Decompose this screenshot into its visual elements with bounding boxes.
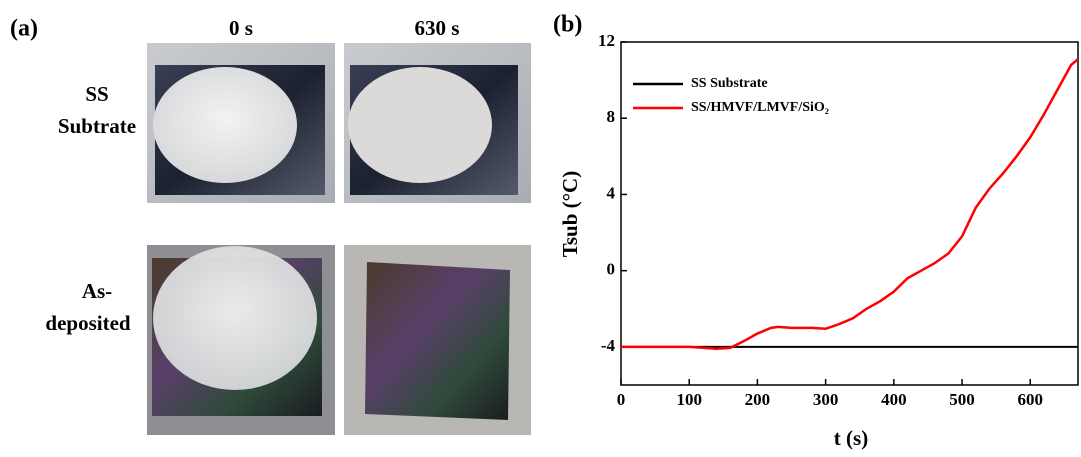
ice-drop	[153, 246, 317, 390]
legend-label: SS Substrate	[691, 76, 768, 91]
plate	[365, 262, 510, 420]
row-label: deposited	[45, 311, 131, 335]
panel-label: (a)	[10, 16, 38, 42]
row-label: SS	[85, 82, 108, 106]
figure: (a) 0 s 630 s SS Subtrate As- deposited …	[0, 0, 1081, 457]
column-label: 630 s	[415, 16, 460, 40]
x-tick-label: 500	[949, 390, 975, 409]
row-label: Subtrate	[58, 114, 136, 138]
row-label: As-	[82, 279, 112, 303]
column-label: 0 s	[229, 16, 253, 40]
panel-label: (b)	[553, 12, 582, 38]
y-tick-label: 8	[607, 107, 616, 126]
x-tick-label: 600	[1018, 390, 1044, 409]
x-tick-label: 0	[617, 390, 626, 409]
page: {"panel_a": {"label": "(a)", "columns": …	[0, 0, 1081, 457]
x-tick-label: 300	[813, 390, 839, 409]
x-axis-label: t (s)	[834, 426, 868, 450]
y-axis-label: Tsub (°C)	[558, 171, 582, 257]
plot-frame	[621, 42, 1078, 385]
x-tick-label: 100	[676, 390, 702, 409]
x-tick-label: 200	[745, 390, 771, 409]
ice-drop	[348, 67, 492, 183]
ice-drop	[153, 67, 297, 183]
y-tick-label: 12	[598, 31, 615, 50]
y-tick-label: 0	[607, 260, 616, 279]
series-line	[621, 59, 1078, 349]
x-tick-label: 400	[881, 390, 907, 409]
photos	[147, 43, 531, 435]
legend-label: SS/HMVF/LMVF/SiO₂	[691, 100, 829, 115]
y-tick-label: 4	[607, 183, 616, 202]
y-tick-label: -4	[601, 336, 616, 355]
